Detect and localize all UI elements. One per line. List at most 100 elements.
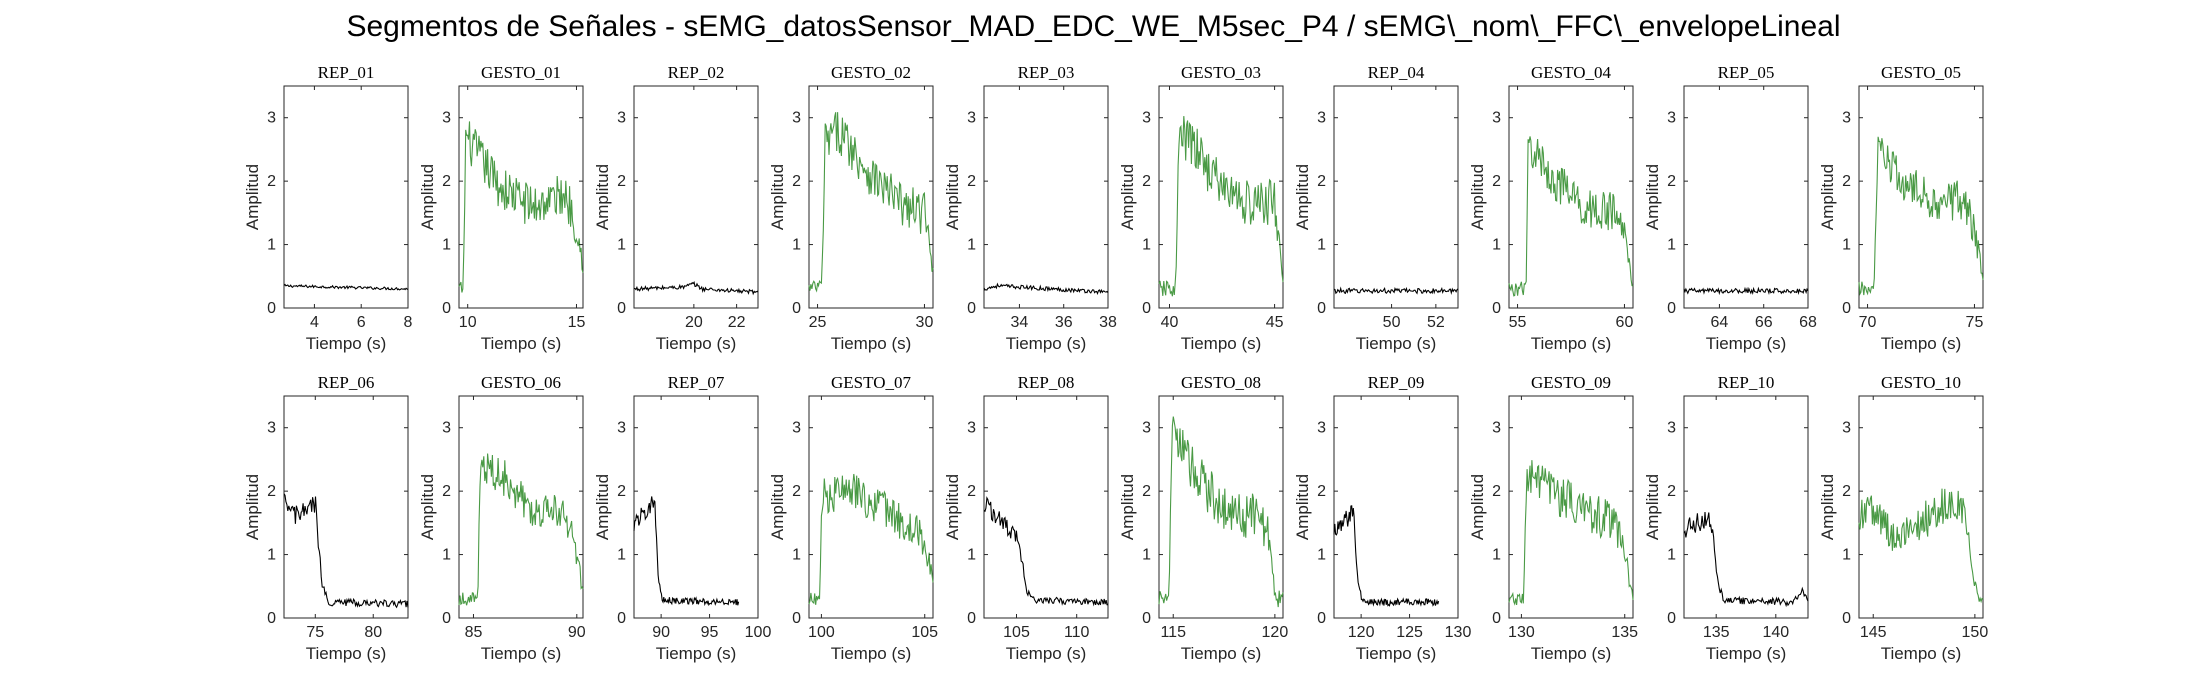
subplot-title: GESTO_10 (1881, 373, 1961, 392)
subplot-gesto-05: 70 75 0 1 2 3 GESTO_05 Tiempo (s) Amplitud (1818, 63, 1984, 353)
signal-line (1858, 136, 1984, 296)
y-tick-label: 3 (442, 420, 451, 437)
signal-line (633, 496, 740, 607)
figure-title: Segmentos de Señales - sEMG_datosSensor_… (346, 10, 1841, 43)
y-axis-label: Amplitud (1818, 164, 1837, 230)
y-tick-label: 2 (1667, 483, 1676, 500)
x-axis-label: Tiempo (s) (656, 644, 737, 663)
x-tick-label: 34 (1011, 314, 1029, 331)
x-tick-label: 64 (1711, 314, 1729, 331)
y-tick-label: 1 (1492, 237, 1501, 254)
axes-frame (283, 85, 409, 309)
y-axis-label: Amplitud (1293, 474, 1312, 540)
subplot-rep-03: 34 36 38 0 1 2 3 REP_03 Tiempo (s) Amplitud (943, 63, 1117, 353)
x-tick-label: 100 (745, 624, 772, 641)
y-tick-label: 3 (792, 420, 801, 437)
x-tick-label: 10 (459, 314, 477, 331)
y-tick-label: 1 (1317, 237, 1326, 254)
x-tick-label: 115 (1160, 624, 1186, 641)
axes-frame (983, 85, 1109, 309)
y-tick-label: 0 (617, 300, 626, 317)
y-tick-label: 3 (267, 110, 276, 127)
signal-line (983, 496, 1109, 607)
subplot-rep-10: 135 140 0 1 2 3 REP_10 Tiempo (s) Amplitud (1643, 373, 1809, 663)
subplot-title: GESTO_02 (831, 63, 911, 82)
y-tick-label: 3 (617, 110, 626, 127)
x-tick-label: 40 (1161, 314, 1179, 331)
y-tick-label: 0 (1492, 300, 1501, 317)
y-tick-label: 1 (1142, 237, 1151, 254)
x-tick-label: 30 (916, 314, 934, 331)
subplot-rep-08: 105 110 0 1 2 3 REP_08 Tiempo (s) Amplitud (943, 373, 1109, 663)
x-axis-label: Tiempo (s) (1881, 644, 1962, 663)
axes-frame (1683, 395, 1809, 619)
y-tick-label: 2 (1842, 483, 1851, 500)
signal-line (808, 112, 934, 293)
x-tick-label: 130 (1445, 624, 1472, 641)
signal-line (1858, 488, 1984, 604)
y-tick-label: 0 (1142, 300, 1151, 317)
subplot-rep-07: 90 95 100 0 1 2 3 REP_07 Tiempo (s) Amplitud (593, 373, 771, 663)
subplot-rep-05: 64 66 68 0 1 2 3 REP_05 Tiempo (s) Amplitud (1643, 63, 1817, 353)
y-tick-label: 0 (792, 300, 801, 317)
subplot-rep-06: 75 80 0 1 2 3 REP_06 Tiempo (s) Amplitud (243, 373, 409, 663)
y-tick-label: 0 (267, 300, 276, 317)
y-tick-label: 3 (967, 110, 976, 127)
subplot-title: GESTO_03 (1181, 63, 1261, 82)
signal-line (983, 282, 1109, 295)
x-axis-label: Tiempo (s) (1181, 644, 1262, 663)
x-tick-label: 85 (465, 624, 483, 641)
x-tick-label: 36 (1055, 314, 1073, 331)
y-tick-label: 1 (1142, 547, 1151, 564)
y-tick-label: 0 (967, 610, 976, 627)
axes-frame (1858, 85, 1984, 309)
y-tick-label: 1 (267, 237, 276, 254)
x-tick-label: 120 (1262, 624, 1289, 641)
y-tick-label: 0 (1667, 610, 1676, 627)
y-tick-label: 1 (967, 237, 976, 254)
x-tick-label: 75 (306, 624, 324, 641)
x-tick-label: 50 (1383, 314, 1401, 331)
y-tick-label: 0 (1492, 610, 1501, 627)
subplot-rep-09: 120 125 130 0 1 2 3 REP_09 Tiempo (s) Amplitud (1293, 373, 1471, 663)
y-tick-label: 2 (1142, 173, 1151, 190)
y-tick-label: 2 (1317, 173, 1326, 190)
y-tick-label: 2 (1142, 483, 1151, 500)
y-tick-label: 0 (1317, 610, 1326, 627)
y-tick-label: 3 (617, 420, 626, 437)
y-tick-label: 2 (792, 173, 801, 190)
y-tick-label: 2 (617, 483, 626, 500)
x-tick-label: 22 (728, 314, 746, 331)
x-tick-label: 8 (404, 314, 413, 331)
y-tick-label: 3 (1142, 420, 1151, 437)
x-tick-label: 90 (652, 624, 670, 641)
x-tick-label: 55 (1509, 314, 1527, 331)
signal-line (1333, 505, 1440, 607)
y-tick-label: 1 (617, 237, 626, 254)
x-tick-label: 38 (1099, 314, 1117, 331)
subplot-title: GESTO_05 (1881, 63, 1961, 82)
y-tick-label: 3 (1667, 110, 1676, 127)
subplot-title: GESTO_04 (1531, 63, 1611, 82)
y-axis-label: Amplitud (943, 474, 962, 540)
subplot-gesto-07: 100 105 0 1 2 3 GESTO_07 Tiempo (s) Amplitud (768, 373, 938, 663)
y-tick-label: 0 (1667, 300, 1676, 317)
y-tick-label: 1 (442, 237, 451, 254)
y-axis-label: Amplitud (1468, 474, 1487, 540)
x-tick-label: 145 (1860, 624, 1887, 641)
y-tick-label: 2 (967, 173, 976, 190)
subplot-title: GESTO_01 (481, 63, 561, 82)
y-tick-label: 3 (1492, 420, 1501, 437)
x-tick-label: 120 (1348, 624, 1375, 641)
y-tick-label: 0 (1142, 610, 1151, 627)
x-tick-label: 75 (1966, 314, 1984, 331)
signal-line (1333, 286, 1459, 295)
x-tick-label: 130 (1508, 624, 1535, 641)
signal-line (283, 493, 409, 609)
y-tick-label: 1 (442, 547, 451, 564)
y-tick-label: 1 (792, 547, 801, 564)
subplot-title: REP_02 (668, 63, 725, 82)
subplot-gesto-01: 10 15 0 1 2 3 GESTO_01 Tiempo (s) Amplitud (418, 63, 585, 353)
y-axis-label: Amplitud (1293, 164, 1312, 230)
y-axis-label: Amplitud (1643, 474, 1662, 540)
